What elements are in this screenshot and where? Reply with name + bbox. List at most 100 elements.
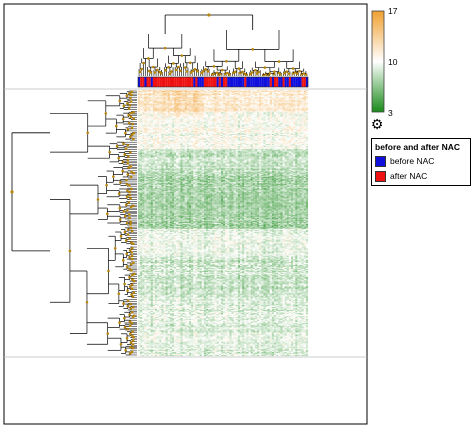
heatmap-cell xyxy=(166,111,168,112)
heatmap-cell xyxy=(202,99,204,100)
heatmap-cell xyxy=(142,114,144,115)
heatmap-cell xyxy=(151,90,153,91)
annotation-cell xyxy=(257,77,259,87)
heatmap-cell xyxy=(259,130,261,131)
heatmap-cell xyxy=(229,114,231,115)
heatmap-cell xyxy=(181,99,183,100)
heatmap-cell xyxy=(138,106,140,107)
heatmap-cell xyxy=(159,106,161,107)
heatmap-cell xyxy=(147,118,149,119)
heatmap-cell xyxy=(187,90,189,91)
heatmap-cell xyxy=(144,121,146,122)
dendrogram-node xyxy=(292,67,295,70)
heatmap-cell xyxy=(240,129,242,130)
heatmap-cell xyxy=(283,96,285,97)
annotation-cell xyxy=(166,77,168,87)
heatmap-cell xyxy=(140,117,142,118)
heatmap-cell xyxy=(223,99,225,100)
heatmap-cell xyxy=(172,105,174,106)
dendrogram-node xyxy=(116,145,119,148)
heatmap-cell xyxy=(242,129,244,130)
heatmap-cell xyxy=(142,120,144,121)
heatmap-cell xyxy=(202,100,204,101)
heatmap-cell xyxy=(183,137,185,138)
heatmap-cell xyxy=(249,107,251,108)
heatmap-cell xyxy=(255,133,257,134)
heatmap-cell xyxy=(240,97,242,98)
column-annotation-bar[interactable] xyxy=(138,77,308,87)
heatmap-cell xyxy=(221,90,223,91)
heatmap-cell xyxy=(300,126,302,127)
heatmap-cell xyxy=(219,98,221,99)
heatmap-cell xyxy=(300,124,302,125)
heatmap-cell xyxy=(219,90,221,91)
heatmap-cell xyxy=(195,124,197,125)
heatmap-cell xyxy=(251,102,253,103)
heatmap-cell xyxy=(159,98,161,99)
heatmap-cell xyxy=(287,104,289,105)
heatmap-cell xyxy=(276,111,278,112)
heatmap-cell xyxy=(144,102,146,103)
heatmap-cell xyxy=(283,93,285,94)
heatmap-cell xyxy=(193,119,195,120)
heatmap-cell xyxy=(270,116,272,117)
heatmap-cell xyxy=(242,104,244,105)
heatmap-cell xyxy=(142,104,144,105)
heatmap-cell xyxy=(157,133,159,134)
heatmap-cell xyxy=(181,105,183,106)
heatmap-cell xyxy=(185,119,187,120)
heatmap-cell xyxy=(240,100,242,101)
heatmap-cell xyxy=(283,107,285,108)
heatmap-cell xyxy=(140,92,142,93)
heatmap-cell xyxy=(240,93,242,94)
heatmap-cell xyxy=(200,96,202,97)
heatmap-cell xyxy=(259,129,261,130)
heatmap-cell xyxy=(229,125,231,126)
heatmap-cell xyxy=(285,117,287,118)
heatmap-cell xyxy=(289,99,291,100)
heatmap-cell xyxy=(172,131,174,132)
heatmap-cell xyxy=(297,117,299,118)
heatmap-cell xyxy=(195,102,197,103)
heatmap-cell xyxy=(227,124,229,125)
heatmap-cell xyxy=(202,121,204,122)
heatmap-cell xyxy=(278,103,280,104)
heatmap-cell xyxy=(229,110,231,111)
heatmap-cell xyxy=(183,117,185,118)
heatmap-cell xyxy=(287,131,289,132)
heatmap-cell xyxy=(140,104,142,105)
heatmap-cell xyxy=(157,100,159,101)
heatmap-cell xyxy=(153,91,155,92)
heatmap-cell xyxy=(198,132,200,133)
heatmap-cell xyxy=(257,90,259,91)
heatmap-cell xyxy=(164,107,166,108)
heatmap-cell xyxy=(278,119,280,120)
heatmap-cell xyxy=(200,109,202,110)
heatmap-cell xyxy=(246,131,248,132)
heatmap-cell xyxy=(234,113,236,114)
heatmap-cell xyxy=(202,131,204,132)
heatmap-cell xyxy=(200,116,202,117)
heatmap-cell xyxy=(206,134,208,135)
heatmap-cell xyxy=(166,137,168,138)
heatmap-cell xyxy=(236,128,238,129)
heatmap-cell xyxy=(144,123,146,124)
heatmap-cell xyxy=(272,132,274,133)
heatmap-cell xyxy=(202,115,204,116)
heatmap-cell xyxy=(229,119,231,120)
heatmap-cell xyxy=(161,90,163,91)
heatmap-cell xyxy=(234,108,236,109)
heatmap-cells[interactable] xyxy=(138,90,308,356)
heatmap-cell xyxy=(170,135,172,136)
heatmap-cell xyxy=(297,110,299,111)
heatmap-cell xyxy=(149,121,151,122)
heatmap-cell xyxy=(198,90,200,91)
heatmap-cell xyxy=(157,111,159,112)
heatmap-cell xyxy=(166,121,168,122)
heatmap-cell xyxy=(240,120,242,121)
heatmap-cell xyxy=(159,96,161,97)
heatmap-cell xyxy=(191,98,193,99)
heatmap-cell xyxy=(289,97,291,98)
heatmap-cell xyxy=(164,105,166,106)
heatmap-cell xyxy=(183,116,185,117)
